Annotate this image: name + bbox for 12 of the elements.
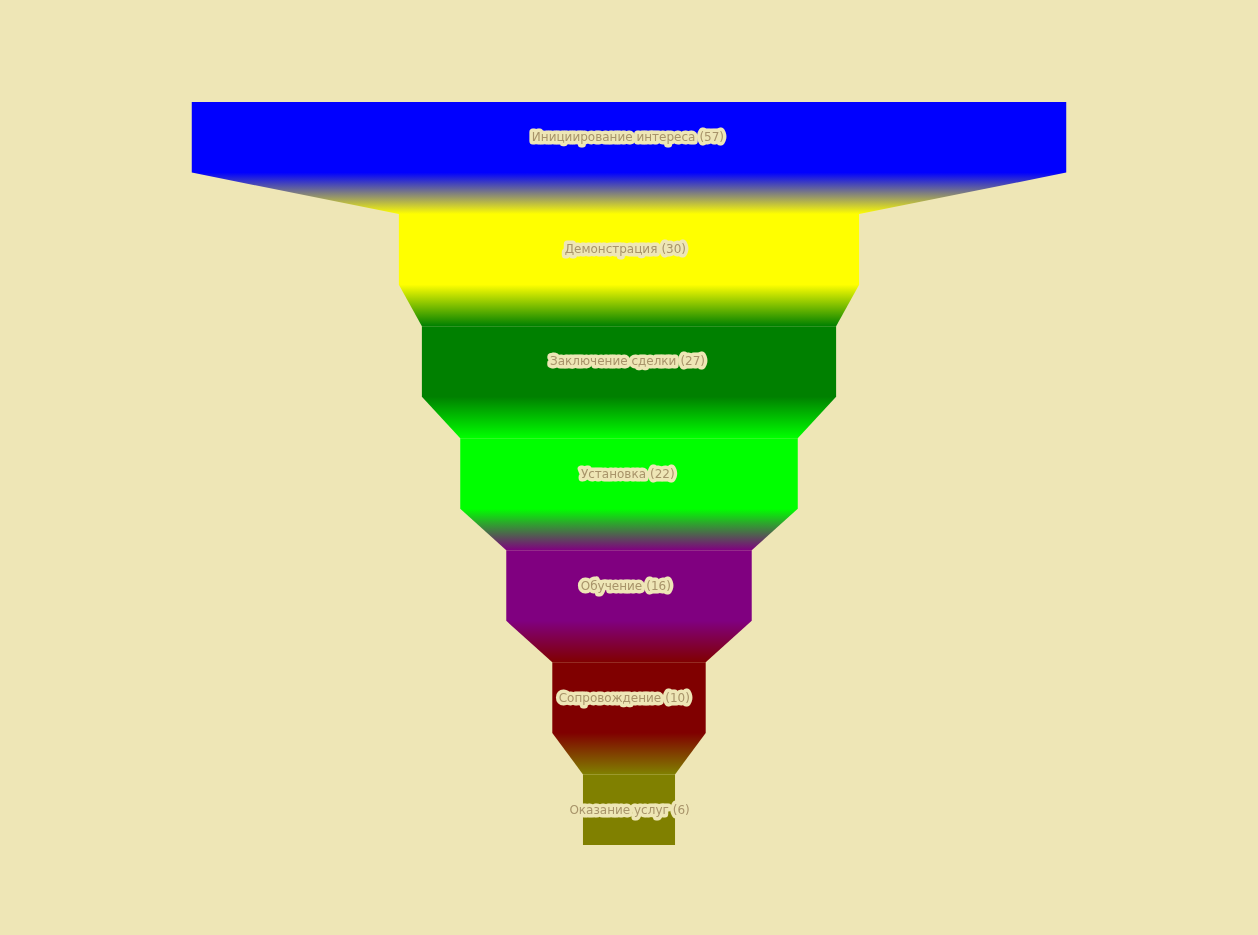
data-label: (16) <box>646 578 671 593</box>
data-label: (57) <box>699 130 725 145</box>
category-label: Обучение <box>580 578 643 593</box>
category-label: Сопровождение <box>558 690 662 705</box>
data-label: (22) <box>650 466 675 481</box>
data-label: (27) <box>680 354 706 369</box>
category-label: Демонстрация <box>564 242 658 257</box>
category-label: Заключение сделки <box>550 354 677 369</box>
data-label: (10) <box>665 690 690 705</box>
data-label: (30) <box>661 242 687 257</box>
category-label: Установка <box>580 466 646 481</box>
category-label: Инициирование интереса <box>531 130 696 145</box>
